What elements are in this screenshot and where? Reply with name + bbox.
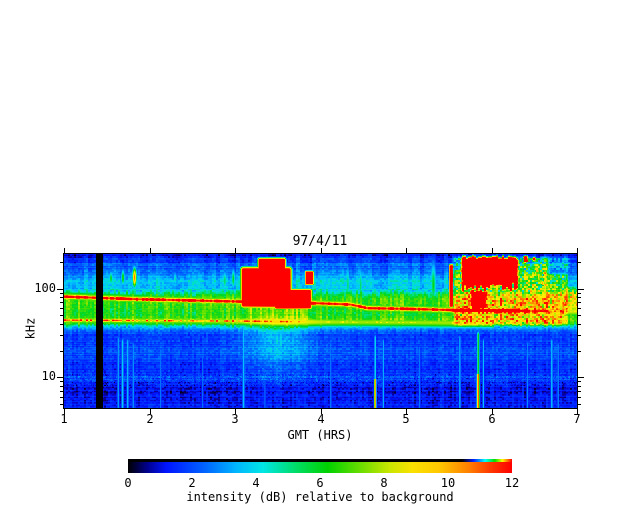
colorbar-tick-label: 4 [252, 476, 260, 490]
tick-mark [57, 289, 63, 290]
y-axis-label: kHz [23, 317, 38, 340]
tick-mark [578, 262, 581, 263]
tick-mark [406, 409, 407, 414]
plot-frame [63, 253, 578, 409]
x-tick-label: 1 [60, 412, 68, 426]
colorbar-tick-label: 0 [124, 476, 132, 490]
tick-mark [150, 409, 151, 414]
colorbar-overflow-strip [128, 459, 512, 462]
tick-mark [578, 404, 581, 405]
tick-mark [578, 351, 581, 352]
tick-mark [60, 324, 63, 325]
tick-mark [321, 409, 322, 414]
x-tick-label: 7 [573, 412, 581, 426]
tick-mark [492, 409, 493, 414]
tick-mark [150, 248, 151, 253]
tick-mark [60, 397, 63, 398]
plot-title: 97/4/11 [292, 234, 348, 249]
tick-mark [578, 297, 581, 298]
x-tick-label: 3 [231, 412, 239, 426]
tick-mark [578, 289, 584, 290]
colorbar-tick-label: 8 [380, 476, 388, 490]
tick-mark [60, 381, 63, 382]
colorbar-tick-label: 6 [316, 476, 324, 490]
tick-mark [321, 248, 322, 253]
colorbar-gradient [128, 462, 512, 473]
tick-mark [577, 409, 578, 414]
tick-mark [60, 391, 63, 392]
colorbar-tick-label: 2 [188, 476, 196, 490]
tick-mark [578, 377, 584, 378]
tick-mark [60, 308, 63, 309]
tick-mark [406, 248, 407, 253]
tick-mark [578, 391, 581, 392]
tick-mark [235, 248, 236, 253]
x-axis-label: GMT (HRS) [287, 428, 353, 442]
tick-mark [578, 381, 581, 382]
tick-mark [578, 386, 581, 387]
tick-mark [492, 248, 493, 253]
tick-mark [60, 302, 63, 303]
tick-mark [578, 324, 581, 325]
tick-mark [578, 315, 581, 316]
colorbar [128, 459, 512, 473]
tick-mark [578, 308, 581, 309]
tick-mark [60, 404, 63, 405]
tick-mark [578, 293, 581, 294]
tick-mark [60, 386, 63, 387]
colorbar-tick-label: 10 [440, 476, 456, 490]
tick-mark [64, 409, 65, 414]
colorbar-label: intensity (dB) relative to background [186, 490, 454, 504]
tick-mark [60, 315, 63, 316]
tick-mark [235, 409, 236, 414]
x-tick-label: 4 [317, 412, 325, 426]
y-tick-label: 100 [34, 281, 56, 295]
tick-mark [578, 335, 581, 336]
x-tick-label: 6 [488, 412, 496, 426]
x-tick-label: 5 [402, 412, 410, 426]
spectrogram-canvas [64, 254, 577, 408]
colorbar-tick-label: 12 [504, 476, 520, 490]
tick-mark [60, 335, 63, 336]
tick-mark [578, 302, 581, 303]
y-tick-label: 10 [41, 369, 56, 383]
tick-mark [60, 293, 63, 294]
tick-mark [60, 297, 63, 298]
tick-mark [578, 397, 581, 398]
tick-mark [57, 377, 63, 378]
tick-mark [60, 351, 63, 352]
x-tick-label: 2 [146, 412, 154, 426]
tick-mark [64, 248, 65, 253]
tick-mark [60, 262, 63, 263]
tick-mark [577, 248, 578, 253]
